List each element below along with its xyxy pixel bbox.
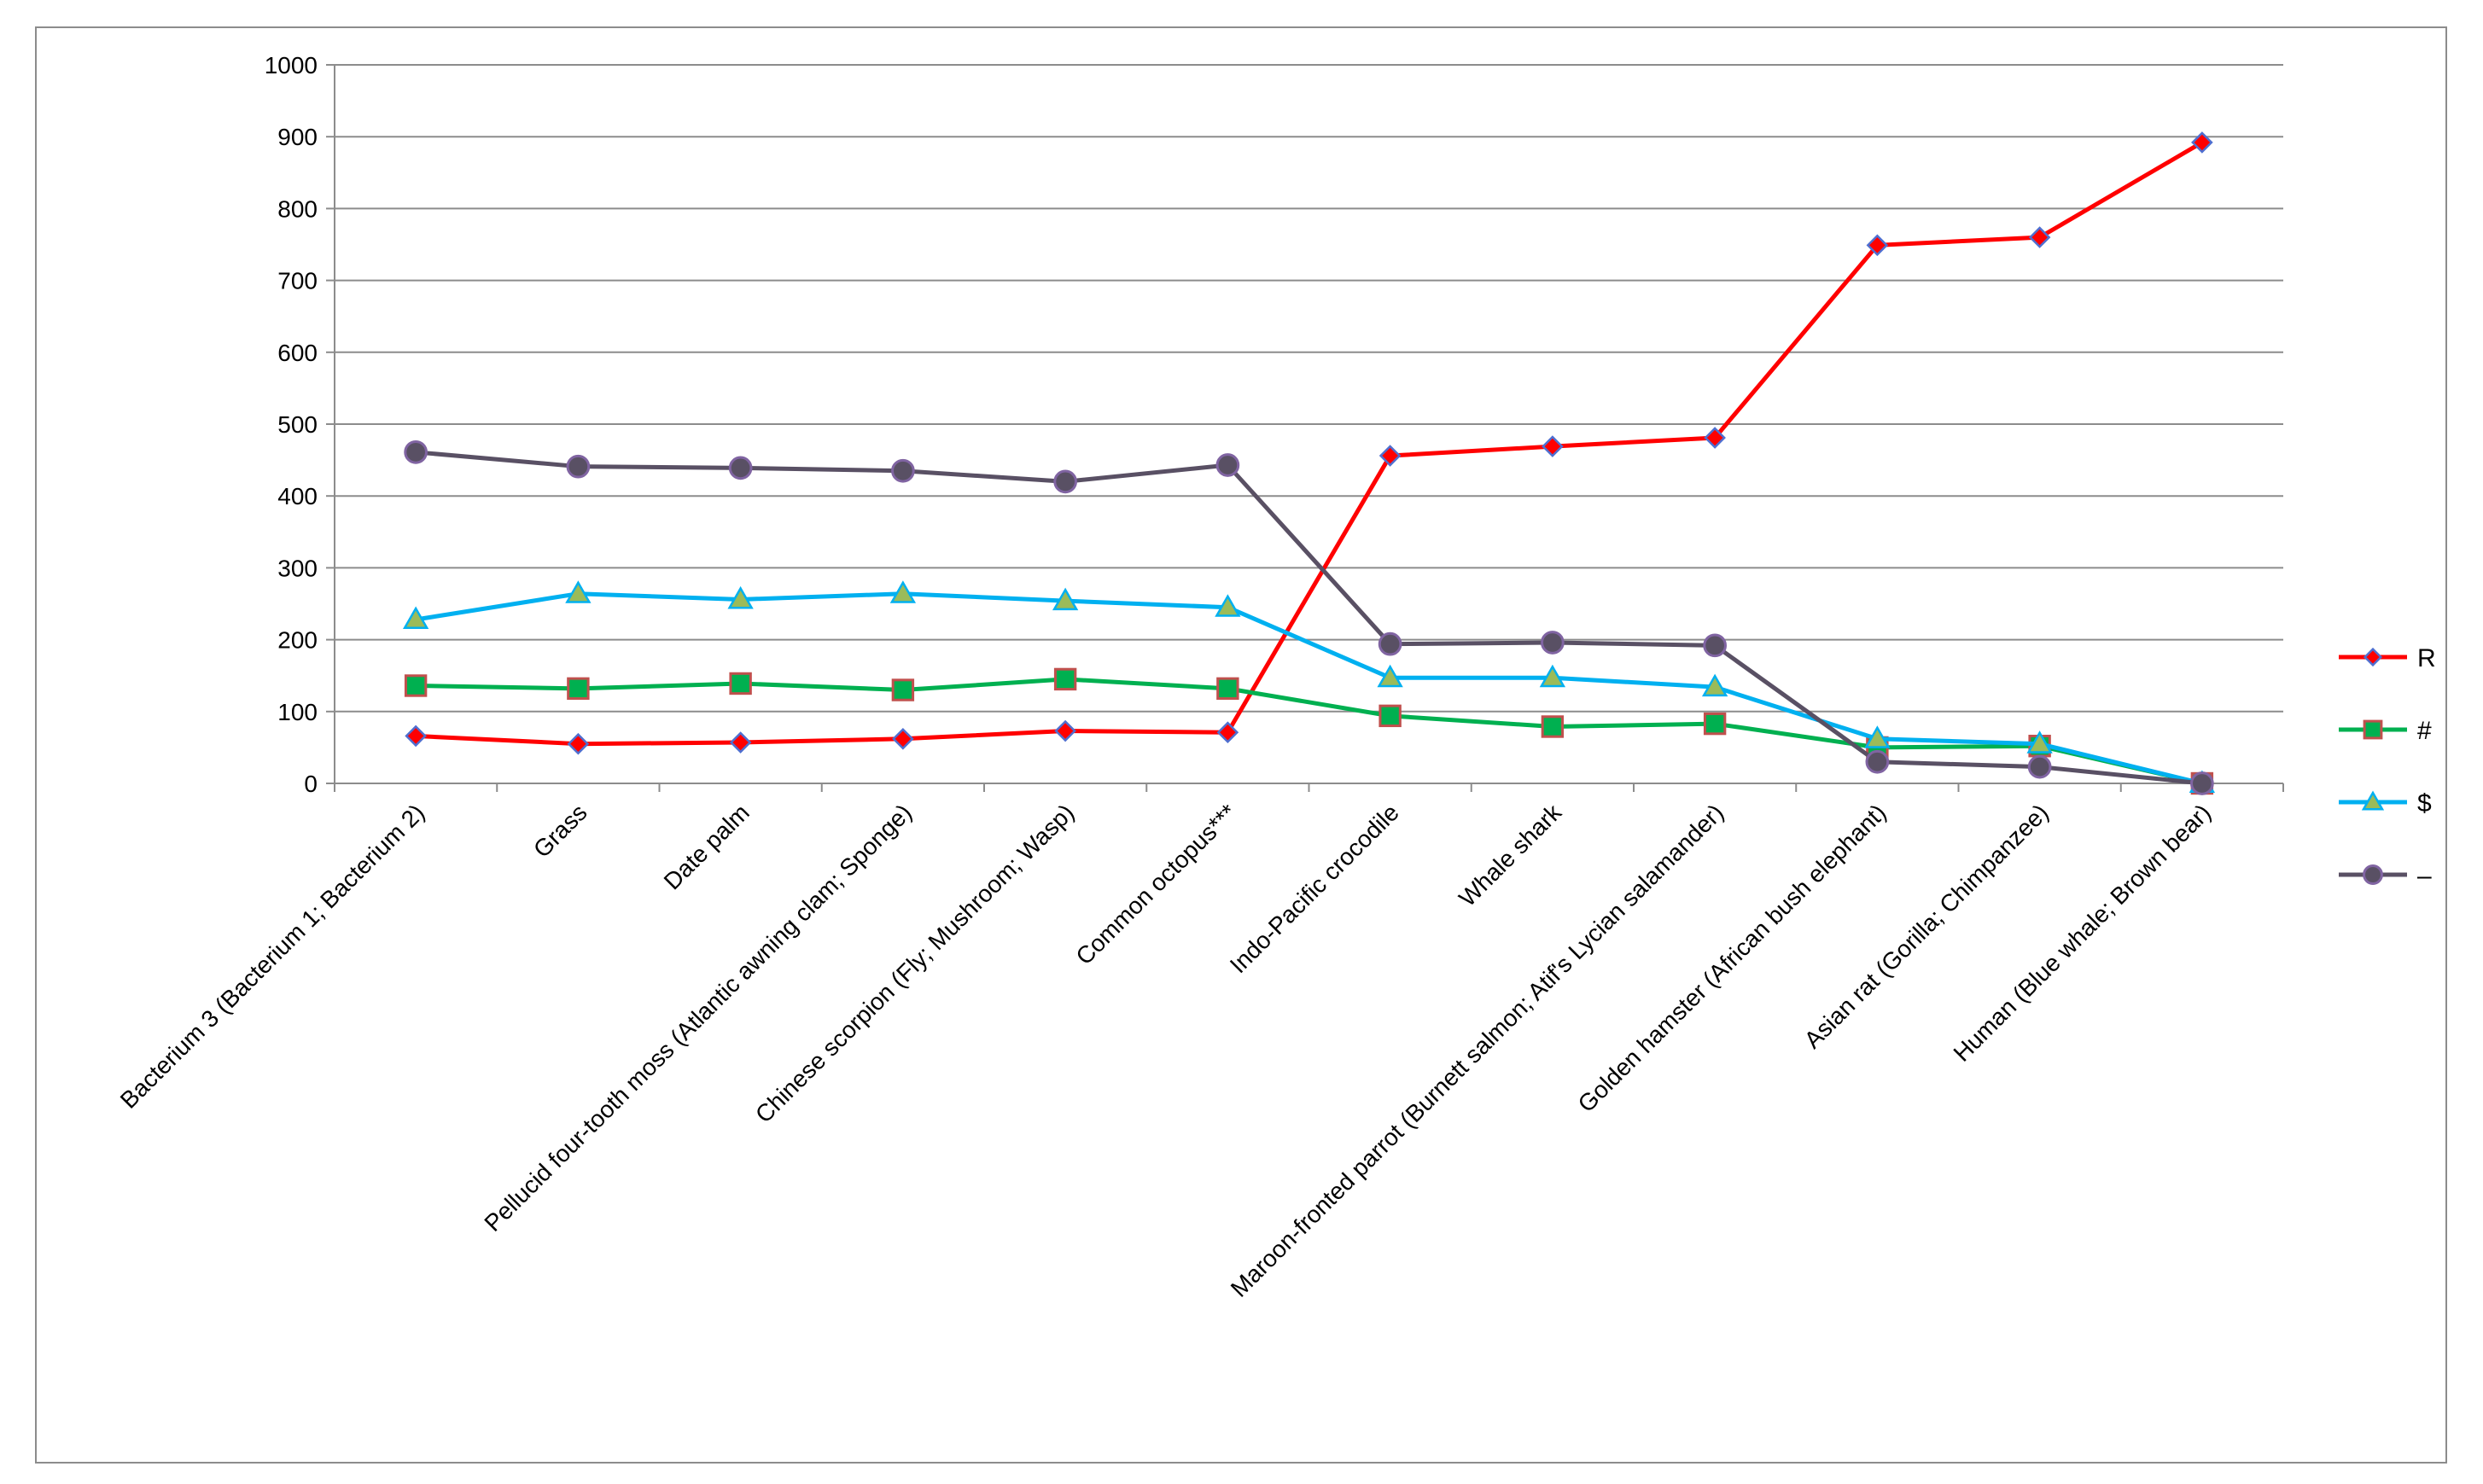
series-2 [402, 580, 2216, 793]
data-point [567, 732, 590, 755]
y-tick-label: 600 [277, 340, 318, 366]
y-tick-label: 900 [277, 124, 318, 150]
data-point [1701, 673, 1728, 697]
data-point [1539, 664, 1566, 688]
data-point [729, 731, 752, 754]
data-point [1704, 427, 1726, 449]
data-point [1215, 453, 1240, 477]
data-point [1541, 631, 1565, 655]
y-tick-label: 800 [277, 195, 318, 222]
data-point [565, 580, 592, 603]
legend-item: # [2339, 717, 2432, 745]
data-point [892, 727, 914, 750]
legend-label: $ [2417, 789, 2432, 818]
data-point [2027, 754, 2052, 779]
data-point [1378, 704, 1402, 728]
data-point [1864, 725, 1891, 748]
data-point [1054, 719, 1076, 742]
data-point [2191, 131, 2213, 154]
data-point [1703, 712, 1727, 736]
series-group [402, 131, 2216, 795]
data-point [1215, 594, 1241, 617]
data-point [2026, 730, 2053, 754]
y-axis: 0 100 200 300 400 500 600 700 800 900 1000 [265, 52, 335, 797]
y-tick-label: 200 [277, 627, 318, 654]
data-point [567, 677, 590, 701]
data-point [729, 672, 752, 695]
y-tick-label: 700 [277, 268, 318, 294]
data-point [404, 674, 428, 697]
data-point [566, 454, 591, 479]
data-point [1378, 631, 1402, 656]
data-point [1053, 469, 1077, 494]
y-tick-label: 0 [304, 771, 318, 797]
legend: R # $ – [2339, 644, 2436, 890]
data-point [1052, 587, 1079, 611]
legend-label: # [2417, 717, 2432, 745]
data-point [1377, 664, 1403, 688]
data-point [889, 580, 917, 603]
data-point [891, 458, 915, 483]
data-point [891, 678, 915, 701]
data-point [1541, 715, 1565, 738]
legend-label: R [2417, 644, 2436, 672]
data-point [2190, 771, 2214, 795]
y-tick-label: 300 [277, 555, 318, 581]
legend-label: – [2417, 862, 2432, 890]
data-point [1703, 633, 1727, 658]
legend-item: R [2339, 644, 2436, 672]
legend-marker [2361, 790, 2385, 811]
data-point [1216, 721, 1239, 744]
series-line [415, 591, 2203, 786]
data-point [402, 606, 429, 630]
data-point [1053, 667, 1077, 691]
y-tick-label: 100 [277, 699, 318, 725]
y-tick-label: 500 [277, 411, 318, 438]
series-line [416, 140, 2204, 747]
data-point [727, 585, 754, 609]
series-0 [405, 131, 2213, 755]
data-point [1542, 435, 1564, 457]
legend-item: $ [2339, 789, 2432, 818]
data-point [405, 725, 427, 748]
y-tick-label: 400 [277, 483, 318, 509]
series-line [416, 677, 2203, 786]
data-point [1866, 234, 1889, 257]
chart-border [35, 26, 2447, 1464]
series-3 [404, 439, 2214, 795]
data-point [1378, 445, 1402, 467]
data-point [404, 439, 428, 464]
legend-item: – [2339, 862, 2432, 890]
data-point [728, 456, 753, 480]
legend-marker [2363, 719, 2383, 740]
gridlines [335, 64, 2283, 713]
data-point [1865, 749, 1890, 774]
legend-marker [2363, 647, 2383, 667]
series-line [415, 450, 2203, 786]
y-tick-label: 1000 [265, 52, 318, 79]
data-point [1216, 677, 1239, 701]
data-point [2028, 226, 2051, 248]
legend-marker [2363, 864, 2383, 885]
